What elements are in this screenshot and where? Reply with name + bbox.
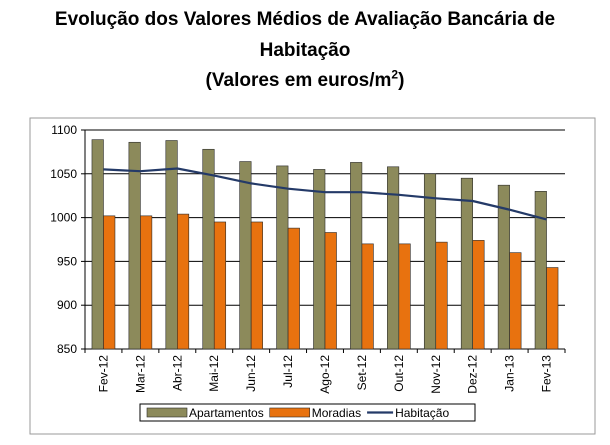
y-tick-label-1000: 1000 <box>50 211 77 225</box>
x-tick-label-jan-13: Jan-13 <box>503 355 517 392</box>
bar-moradias-out-12 <box>398 243 411 350</box>
x-tick-label-fev-13: Fev-13 <box>540 355 554 393</box>
bar-moradias-fev-12 <box>103 215 116 350</box>
chart-subtitle-text: (Valores em euros/m <box>205 70 392 91</box>
x-tick-label-nov-12: Nov-12 <box>429 355 443 394</box>
x-tick-label-dez-12: Dez-12 <box>466 355 480 394</box>
chart-title-block: Evolução dos Valores Médios de Avaliação… <box>0 4 610 96</box>
bar-apartamentos-ago-12 <box>313 169 326 350</box>
x-tick-label-fev-12: Fev-12 <box>96 355 110 393</box>
bar-moradias-ago-12 <box>324 232 337 350</box>
x-tick-label-set-12: Set-12 <box>355 355 369 391</box>
bar-moradias-dez-12 <box>472 240 485 350</box>
bar-apartamentos-fev-12 <box>91 139 104 350</box>
legend-swatch-apartamentos <box>146 407 188 418</box>
x-tick-label-mar-12: Mar-12 <box>133 355 147 393</box>
bar-apartamentos-jul-12 <box>276 165 289 350</box>
x-tick-label-mai-12: Mai-12 <box>207 355 221 392</box>
chart-title-line-1: Evolução dos Valores Médios de Avaliação… <box>54 9 556 30</box>
bar-moradias-mar-12 <box>140 215 153 350</box>
bar-apartamentos-dez-12 <box>460 177 473 350</box>
bar-apartamentos-mar-12 <box>128 141 141 350</box>
x-tick-label-ago-12: Ago-12 <box>318 355 332 394</box>
bar-apartamentos-set-12 <box>350 162 363 350</box>
chart-subtitle-close: ) <box>398 70 405 91</box>
y-tick-label-900: 900 <box>57 298 77 312</box>
y-tick-label-850: 850 <box>57 342 77 356</box>
bar-apartamentos-mai-12 <box>202 148 215 350</box>
bar-moradias-nov-12 <box>435 241 448 350</box>
bar-moradias-jan-13 <box>509 252 522 350</box>
chart-subtitle: (Valores em euros/m2) <box>0 66 610 96</box>
line-habita-o <box>103 167 547 221</box>
bar-apartamentos-nov-12 <box>423 173 437 350</box>
bar-moradias-jun-12 <box>250 221 263 350</box>
bar-moradias-fev-13 <box>546 267 559 350</box>
legend-label-habita-o: Habitação <box>395 406 449 420</box>
legend-swatch-moradias <box>269 407 311 418</box>
y-tick-label-1050: 1050 <box>50 167 77 181</box>
x-tick-label-jun-12: Jun-12 <box>244 355 258 392</box>
chart-subtitle-exponent: 2 <box>391 67 399 82</box>
bar-apartamentos-fev-13 <box>534 191 547 350</box>
bar-apartamentos-abr-12 <box>165 140 178 350</box>
bar-moradias-jul-12 <box>287 227 300 350</box>
x-tick-label-abr-12: Abr-12 <box>170 355 184 391</box>
bar-moradias-set-12 <box>361 243 374 350</box>
y-tick-label-1100: 1100 <box>51 123 77 137</box>
x-tick-label-jul-12: Jul-12 <box>281 355 295 388</box>
chart-title-line-2: Habitação <box>259 40 351 61</box>
bar-moradias-mai-12 <box>213 221 227 350</box>
chart-frame <box>29 117 596 435</box>
bar-apartamentos-jun-12 <box>239 161 252 350</box>
y-tick-label-950: 950 <box>57 254 77 268</box>
legend-label-apartamentos: Apartamentos <box>189 406 264 420</box>
bar-moradias-abr-12 <box>177 213 190 350</box>
x-tick-label-out-12: Out-12 <box>392 355 406 392</box>
legend-label-moradias: Moradias <box>312 406 361 420</box>
